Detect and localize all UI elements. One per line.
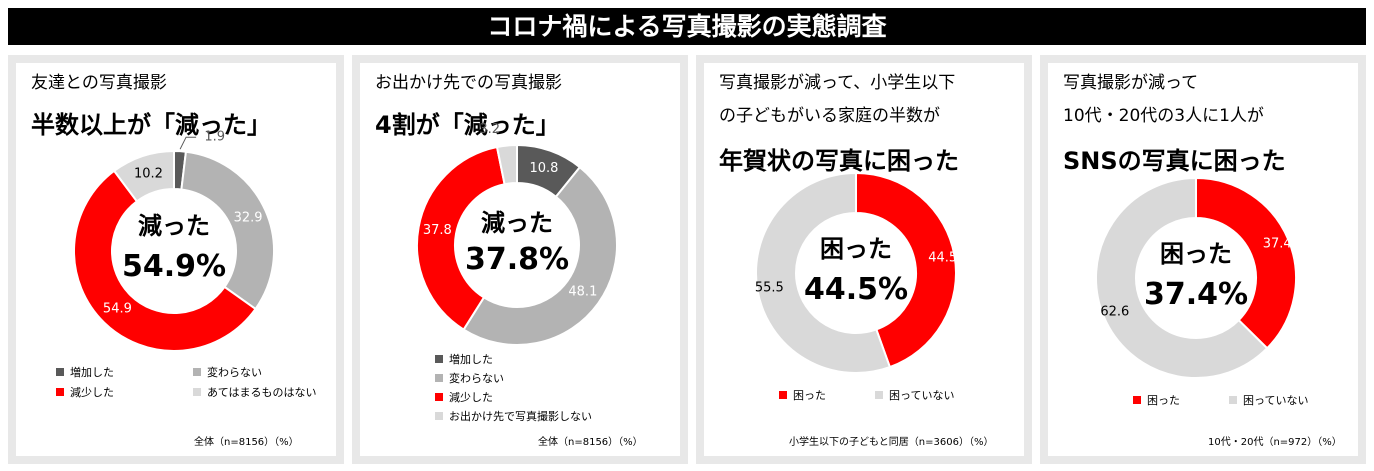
legend-label: 困っていない [1243, 394, 1309, 407]
legend-item: 困っていない [1229, 390, 1308, 410]
data-label: 3.2 [479, 122, 500, 137]
panel-subtitle: の子どもがいる家庭の半数が [719, 106, 940, 126]
footnote: 10代・20代（n=972）（%） [1208, 437, 1342, 448]
legend-swatch [56, 388, 64, 396]
donut-slice [180, 150, 275, 311]
center-value: 44.5% [804, 272, 908, 307]
legend-label: 減少した [70, 386, 114, 399]
legend-item: 増加した [56, 362, 193, 382]
center-label: 減った [481, 209, 553, 237]
donut-chart: 44.5 55.5 困った 44.5% [755, 171, 957, 374]
legend-label: 困っていない [889, 389, 955, 402]
data-label: 54.9 [103, 301, 132, 316]
legend-label: 困った [1147, 394, 1180, 407]
legend-label: 増加した [70, 366, 114, 379]
donut-chart: 37.4 62.6 困った 37.4% [1095, 176, 1297, 379]
legend: 困った 困っていない [1133, 390, 1308, 410]
legend-item: 減少した [56, 382, 193, 402]
donut-slice [73, 169, 257, 352]
legend-item: 変わらない [435, 368, 592, 387]
panel-subtitle: 写真撮影が減って [1063, 73, 1199, 93]
data-label: 37.4 [1263, 237, 1292, 252]
panel-newyear-card: 写真撮影が減って、小学生以下 の子どもがいる家庭の半数が 年賀状の写真に困った … [696, 55, 1032, 464]
panel-headline: 半数以上が「減った」 [31, 111, 271, 139]
center-value: 54.9% [122, 249, 226, 284]
donut-slice [855, 171, 957, 369]
data-label: 32.9 [234, 211, 263, 226]
legend-label: あてはまるものはない [207, 386, 317, 399]
legend-label: 困った [793, 389, 826, 402]
panel-subtitle: 写真撮影が減って、小学生以下 [719, 73, 956, 93]
legend: 増加した 変わらない 減少した あてはまるものはない [56, 362, 333, 402]
center-label: 減った [138, 212, 210, 240]
legend-label: 増加した [449, 352, 493, 366]
legend: 困った 困っていない [779, 385, 954, 405]
panel-subtitle: 10代・20代の3人に1人が [1063, 106, 1264, 126]
donut-slice [1195, 176, 1297, 350]
legend-swatch [779, 391, 787, 399]
panel-sns: 写真撮影が減って 10代・20代の3人に1人が SNSの写真に困った 37.4 6… [1040, 55, 1366, 464]
legend-swatch [193, 388, 201, 396]
legend: 増加した 変わらない 減少した お出かけ先で写真撮影しない [435, 349, 592, 425]
data-label: 37.8 [423, 223, 452, 238]
page-title: コロナ禍による写真撮影の実態調査 [8, 8, 1366, 45]
data-label: 44.5 [928, 250, 957, 265]
legend-swatch [1229, 396, 1237, 404]
panel-subtitle: 友達との写真撮影 [31, 73, 167, 93]
footnote: 全体（n=8156）（%） [194, 437, 299, 448]
legend-item: お出かけ先で写真撮影しない [435, 406, 592, 425]
donut-slice [462, 165, 619, 346]
legend-swatch [435, 392, 443, 401]
donut-slice [112, 149, 175, 203]
leader-line [179, 136, 197, 150]
data-label: 48.1 [568, 285, 597, 300]
footnote: 全体（n=8156）（%） [538, 437, 643, 448]
panel-friends: 友達との写真撮影 半数以上が「減った」 1.9 32.9 54.9 10.2 減った 54… [8, 55, 344, 464]
legend-label: お出かけ先で写真撮影しない [449, 409, 592, 423]
center-label: 困った [1160, 240, 1232, 268]
donut-slice [495, 143, 518, 186]
center-value: 37.8% [465, 242, 569, 277]
footnote: 小学生以下の子どもと同居（n=3606）（%） [789, 437, 994, 448]
panel-subtitle: お出かけ先での写真撮影 [375, 73, 562, 93]
donut-slice [755, 171, 892, 374]
center-label: 困った [820, 235, 892, 263]
data-label: 10.2 [134, 167, 163, 182]
panel-headline: 年賀状の写真に困った [719, 147, 959, 175]
legend-label: 減少した [449, 390, 493, 404]
panel-headline: SNSの写真に困った [1063, 147, 1286, 175]
panel-outings: お出かけ先での写真撮影 4割が「減った」 10.8 48.1 37.8 3.2 減った 3… [352, 55, 688, 464]
legend-item: 困っていない [875, 385, 954, 405]
legend-swatch [435, 411, 443, 420]
legend-swatch [435, 373, 443, 382]
legend-item: あてはまるものはない [193, 382, 333, 402]
data-label: 1.9 [204, 130, 225, 145]
legend-item: 変わらない [193, 362, 333, 382]
panel-headline: 4割が「減った」 [375, 111, 560, 139]
donut-slice [416, 145, 506, 331]
center-value: 37.4% [1144, 277, 1248, 312]
donut-chart: 1.9 32.9 54.9 10.2 減った 54.9% [73, 130, 275, 352]
legend-item: 減少した [435, 387, 592, 406]
legend-item: 増加した [435, 349, 592, 368]
data-label: 62.6 [1100, 304, 1129, 319]
donut-slice [1095, 176, 1269, 379]
legend-swatch [1133, 396, 1141, 404]
data-label: 10.8 [530, 161, 559, 176]
donut-chart: 10.8 48.1 37.8 3.2 減った 37.8% [416, 122, 619, 346]
legend-item: 困った [779, 385, 875, 405]
legend-label: 変わらない [207, 366, 262, 379]
legend-swatch [193, 368, 201, 376]
data-label: 55.5 [755, 281, 784, 296]
legend-swatch [875, 391, 883, 399]
legend-swatch [435, 354, 443, 363]
legend-label: 変わらない [449, 371, 504, 385]
legend-item: 困った [1133, 390, 1229, 410]
legend-swatch [56, 368, 64, 376]
